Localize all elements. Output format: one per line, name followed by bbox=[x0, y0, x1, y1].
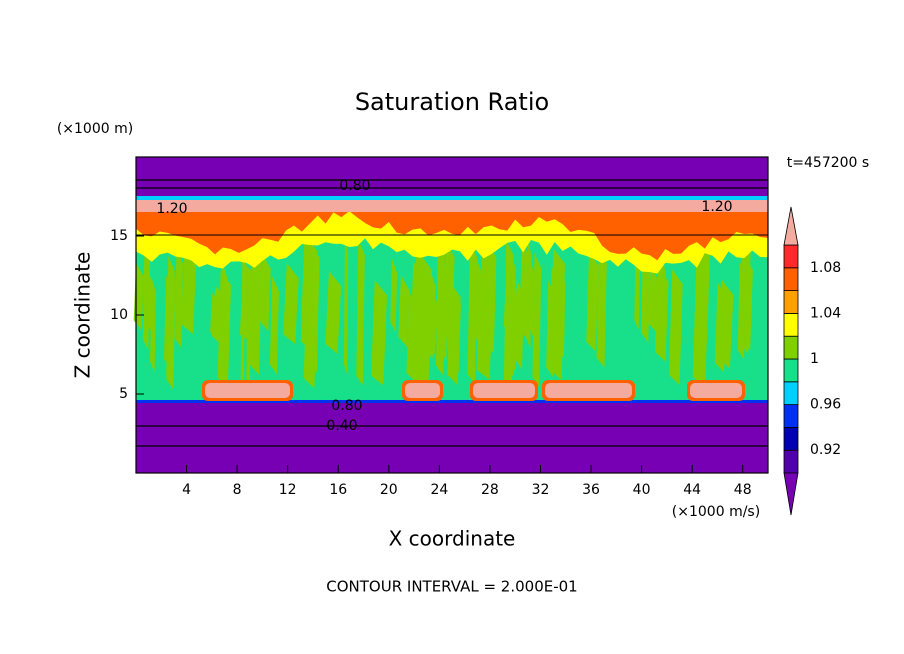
region bbox=[586, 251, 599, 352]
time-label: t=457200 s bbox=[787, 155, 869, 171]
region bbox=[551, 275, 557, 341]
colorbar-label: 1.04 bbox=[810, 305, 841, 321]
x-tick-label: 8 bbox=[233, 482, 242, 498]
region bbox=[259, 253, 271, 332]
region bbox=[205, 383, 290, 398]
region bbox=[136, 200, 768, 212]
region bbox=[269, 276, 279, 375]
y-tick-label: 5 bbox=[119, 386, 128, 402]
x-tick-label: 28 bbox=[481, 482, 499, 498]
region bbox=[390, 258, 398, 332]
region bbox=[217, 270, 231, 388]
colorbar-box bbox=[783, 381, 799, 405]
colorbar-box bbox=[783, 267, 799, 291]
y-tick-label: 10 bbox=[110, 307, 128, 323]
region bbox=[325, 270, 342, 354]
contour-label: 0.40 bbox=[326, 418, 357, 434]
contour-label: 1.20 bbox=[701, 199, 732, 215]
x-tick-label: 16 bbox=[329, 482, 347, 498]
colorbar-box bbox=[783, 426, 799, 451]
x-unit-label: (×1000 m/s) bbox=[672, 504, 760, 520]
contour-label: 0.80 bbox=[331, 398, 362, 414]
y-unit-label: (×1000 m) bbox=[57, 121, 133, 137]
region bbox=[526, 240, 532, 349]
colorbar-extend bbox=[783, 472, 799, 516]
x-tick-label: 48 bbox=[734, 482, 752, 498]
region bbox=[467, 242, 477, 384]
chart-title: Saturation Ratio bbox=[355, 88, 549, 116]
y-tick-label: 15 bbox=[110, 228, 128, 244]
x-axis-label: X coordinate bbox=[389, 527, 516, 551]
colorbar-box bbox=[783, 358, 799, 383]
colorbar-box bbox=[783, 244, 799, 269]
x-tick-label: 20 bbox=[380, 482, 398, 498]
colorbar-box bbox=[783, 335, 799, 360]
colorbar-label: 1 bbox=[810, 351, 819, 367]
contour-field bbox=[133, 157, 768, 473]
contour-labels: 0.80 1.20 1.20 0.80 0.40 bbox=[156, 178, 732, 434]
region bbox=[451, 287, 461, 374]
region bbox=[240, 285, 245, 390]
region bbox=[398, 275, 410, 347]
region bbox=[669, 269, 683, 385]
colorbar-label: 0.96 bbox=[810, 397, 841, 413]
region bbox=[343, 238, 349, 375]
region bbox=[356, 239, 365, 386]
region bbox=[714, 282, 727, 373]
colorbar-label: 0.92 bbox=[810, 442, 841, 458]
region bbox=[532, 252, 542, 387]
x-tick-label: 36 bbox=[582, 482, 600, 498]
x-tick-label: 12 bbox=[279, 482, 297, 498]
region bbox=[473, 383, 535, 398]
region bbox=[174, 248, 184, 348]
x-tick-label: 4 bbox=[182, 482, 191, 498]
colorbar-box bbox=[783, 449, 799, 474]
region bbox=[695, 249, 704, 345]
region bbox=[406, 292, 420, 383]
region bbox=[519, 240, 529, 339]
x-tick-label: 32 bbox=[532, 482, 550, 498]
colorbar-box bbox=[783, 312, 799, 337]
region bbox=[473, 255, 482, 344]
contour-label: 1.20 bbox=[156, 201, 187, 217]
colorbar-box bbox=[783, 404, 799, 428]
region bbox=[371, 280, 387, 386]
colorbar-extend bbox=[783, 206, 799, 246]
region bbox=[440, 259, 448, 361]
region bbox=[136, 400, 768, 403]
region bbox=[307, 242, 320, 373]
region bbox=[181, 239, 197, 335]
axes: 4 8 12 16 20 24 28 32 36 40 44 48510150.920.9611.04… bbox=[110, 156, 841, 516]
region bbox=[166, 255, 175, 389]
colorbar-box bbox=[783, 290, 799, 314]
region bbox=[136, 200, 768, 261]
region bbox=[648, 267, 660, 334]
region bbox=[511, 275, 517, 373]
region bbox=[485, 242, 497, 354]
region bbox=[741, 255, 753, 351]
y-axis-label: Z coordinate bbox=[71, 252, 95, 379]
region bbox=[545, 383, 632, 398]
region bbox=[427, 263, 434, 349]
x-tick-label: 24 bbox=[430, 482, 448, 498]
x-tick-label: 44 bbox=[683, 482, 701, 498]
region bbox=[405, 383, 440, 398]
region bbox=[142, 242, 150, 350]
contour-label: 0.80 bbox=[339, 178, 370, 194]
region bbox=[596, 248, 607, 368]
region bbox=[690, 383, 742, 398]
region bbox=[136, 196, 768, 200]
footer: CONTOUR INTERVAL = 2.000E-01 bbox=[326, 578, 577, 596]
x-tick-label: 40 bbox=[633, 482, 651, 498]
colorbar-label: 1.08 bbox=[810, 260, 841, 276]
region bbox=[286, 269, 298, 343]
region bbox=[249, 248, 262, 375]
